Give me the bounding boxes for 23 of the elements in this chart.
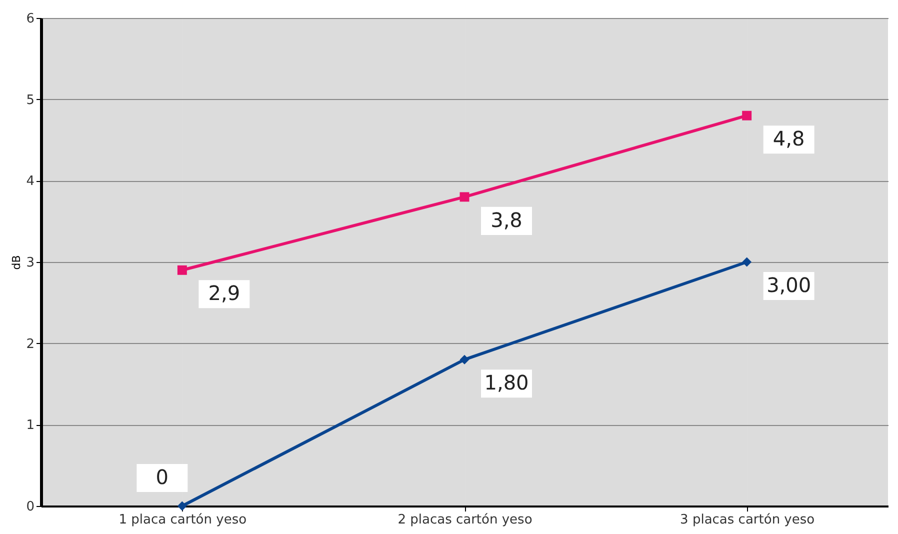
point	[742, 110, 752, 120]
x-tick-label: 1 placa cartón yeso	[118, 512, 247, 528]
y-tick-label: 4	[26, 174, 34, 190]
data-label: 2,9	[208, 281, 240, 306]
point	[460, 192, 470, 202]
x-tick-label: 3 placas cartón yeso	[680, 512, 815, 528]
y-tick-label: 6	[26, 12, 34, 26]
y-tick-label: 3	[26, 256, 34, 270]
y-axis-title: dB	[10, 255, 24, 270]
y-tick-label: 5	[26, 92, 34, 108]
y-tick-label: 2	[26, 336, 34, 352]
x-tick-label: 2 placas cartón yeso	[398, 512, 532, 528]
data-label: 3,8	[490, 208, 522, 232]
data-label: 4,8	[772, 126, 805, 151]
data-label: 1,80	[484, 370, 529, 395]
point	[177, 265, 187, 275]
data-label: 0	[156, 465, 169, 489]
point	[177, 501, 187, 511]
y-tick-label: 1	[26, 418, 34, 434]
point	[460, 354, 470, 364]
data-label: 3,00	[766, 273, 812, 297]
point	[742, 257, 752, 267]
y-tick-label: 0	[26, 500, 34, 514]
